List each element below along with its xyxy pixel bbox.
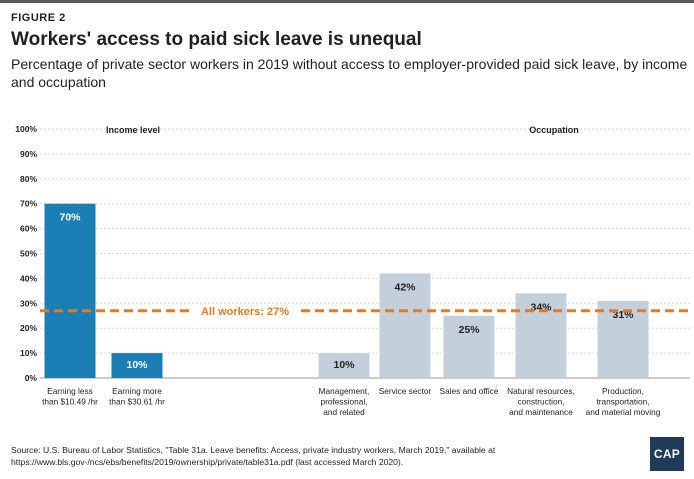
x-category-label: and related (323, 407, 365, 417)
bar (379, 273, 431, 378)
y-tick-label: 40% (20, 273, 37, 283)
bar (44, 203, 96, 378)
bar-value-label: 42% (394, 281, 416, 293)
x-category-label: transportation, (596, 397, 649, 407)
bar (111, 353, 163, 378)
bar-value-label: 70% (59, 212, 81, 224)
bar-value-label: 10% (333, 359, 355, 371)
x-category-label: Management, (319, 386, 370, 396)
bar-value-label: 10% (126, 359, 148, 371)
top-rule (0, 0, 694, 3)
bar-chart: 0% 10% 20% 30% 40% 50% 60% 70% 80% 90% 100% Income … (15, 124, 692, 417)
y-tick-label: 10% (20, 348, 37, 358)
cap-logo: CAP (650, 437, 684, 471)
figure-label: FIGURE 2 (11, 12, 66, 24)
x-category-label: Production, (602, 386, 644, 396)
x-category-label: Earning less (47, 386, 93, 396)
x-category-label: Sales and office (440, 386, 499, 396)
y-tick-label: 70% (20, 199, 37, 209)
x-category-label: construction, (517, 397, 564, 407)
x-category-label: than $30.61 /hr (109, 397, 165, 407)
y-tick-label: 80% (20, 174, 37, 184)
chart-title: Workers' access to paid sick leave is un… (11, 29, 422, 50)
x-category-label: than $10.49 /hr (42, 397, 98, 407)
group-label: Income level (106, 125, 160, 135)
x-category-label: Earning more (112, 386, 162, 396)
y-tick-label: 60% (20, 224, 37, 234)
x-category-label: Natural resources, (507, 386, 575, 396)
y-tick-label: 30% (20, 298, 37, 308)
y-tick-label: 90% (20, 149, 37, 159)
bar (318, 353, 370, 378)
x-category-label: and maintenance (509, 407, 573, 417)
chart-subtitle: Percentage of private sector workers in … (11, 56, 688, 90)
y-tick-label: 20% (20, 323, 37, 333)
x-category-label: professional, (320, 397, 367, 407)
bar-value-label: 25% (458, 324, 480, 336)
bar (515, 293, 567, 378)
y-tick-label: 0% (25, 373, 38, 383)
x-category-label: Service sector (379, 386, 432, 396)
y-tick-label: 100% (15, 124, 37, 134)
bar (597, 300, 649, 378)
x-category-label: and material moving (586, 407, 661, 417)
group-label: Occupation (529, 125, 579, 135)
source-note: Source: U.S. Bureau of Labor Statistics,… (11, 445, 496, 467)
y-tick-label: 50% (20, 249, 37, 259)
bar (443, 315, 495, 378)
reference-line-label: All workers: 27% (201, 306, 289, 318)
